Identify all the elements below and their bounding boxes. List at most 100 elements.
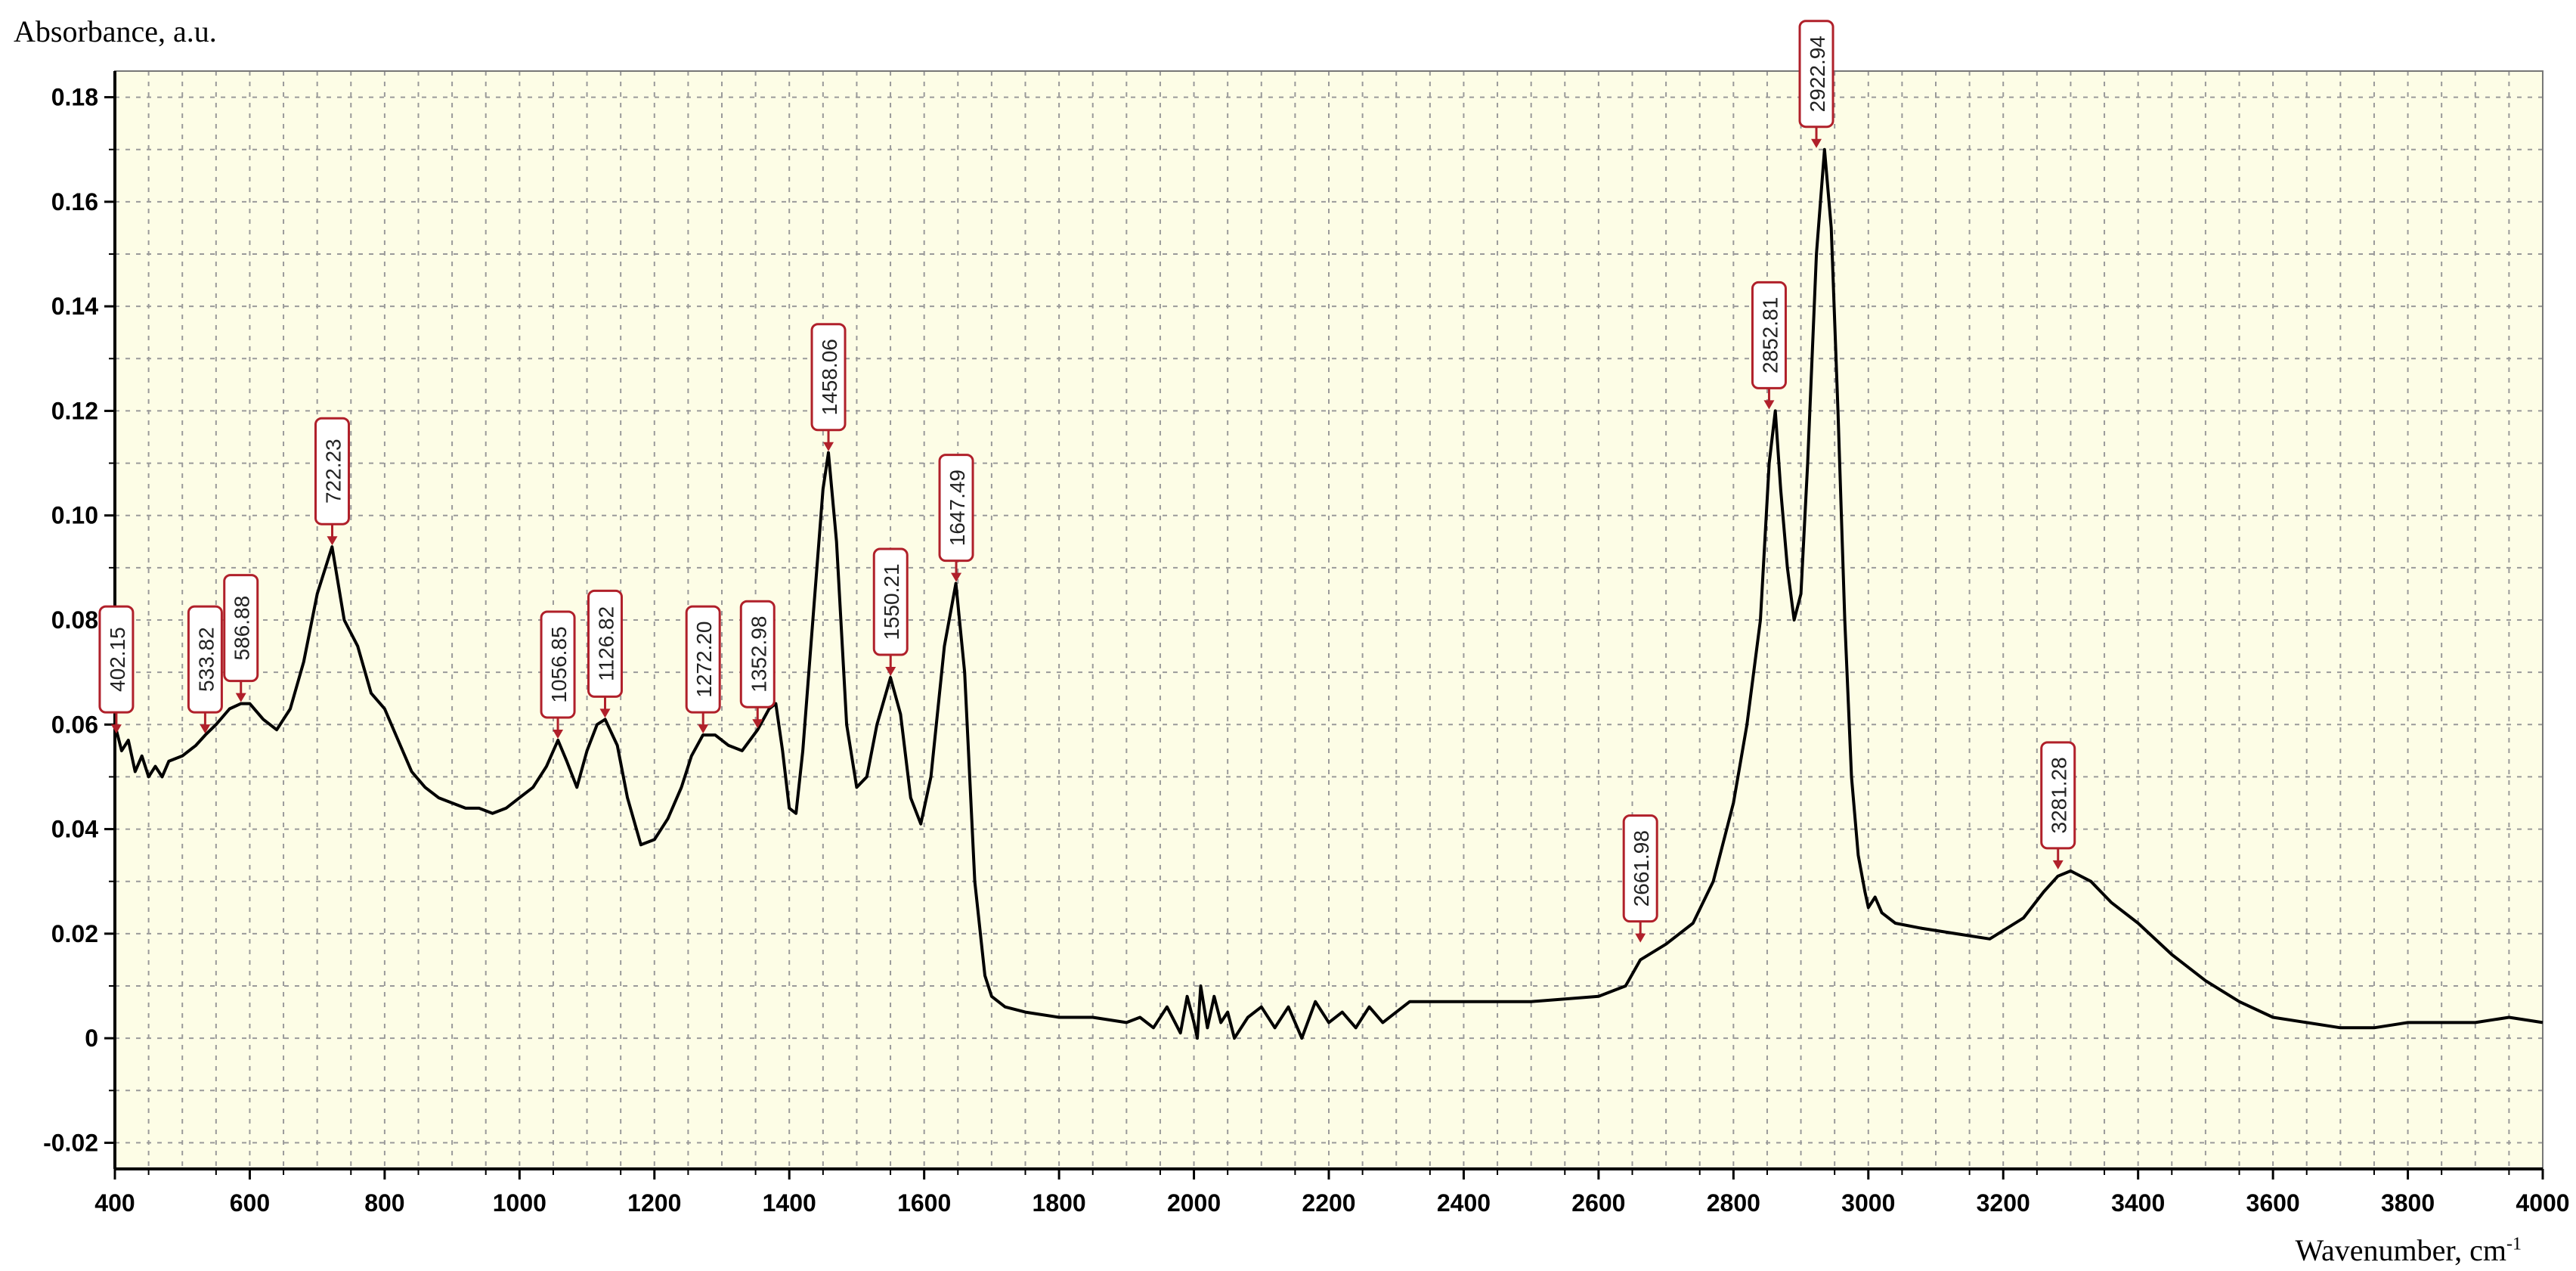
peak-marker: 533.82: [187, 605, 223, 734]
x-tick-label: 1600: [897, 1189, 951, 1217]
peak-label: 1458.06: [818, 339, 841, 415]
peak-annotations: 402.15 533.82 586.88 722.23 1056.85 1126.82 12…: [98, 20, 2076, 943]
x-tick-label: 1400: [763, 1189, 816, 1217]
x-axis-label-superscript: -1: [2506, 1234, 2522, 1254]
peak-marker: 1056.85: [540, 610, 576, 739]
peak-label: 586.88: [231, 596, 254, 661]
x-tick-label: 600: [230, 1189, 270, 1217]
x-tick-label: 3800: [2381, 1189, 2435, 1217]
y-axis-label: Absorbance, a.u.: [14, 14, 217, 48]
peak-marker: 1458.06: [810, 323, 847, 451]
peak-label: 533.82: [194, 627, 218, 692]
peak-marker: 1352.98: [739, 600, 776, 729]
x-tick-label: 2200: [1302, 1189, 1355, 1217]
peak-marker: 1647.49: [938, 454, 974, 582]
peak-label: 2922.94: [1806, 36, 1829, 112]
peak-arrow: [235, 693, 246, 702]
peak-label: 722.23: [322, 439, 345, 504]
peak-label-box: [872, 547, 909, 656]
y-tick-label: 0.10: [51, 502, 98, 529]
x-tick-label: 2000: [1167, 1189, 1221, 1217]
peak-marker: 3281.28: [2040, 741, 2076, 870]
x-axis-label-text: Wavenumber, cm: [2295, 1233, 2506, 1267]
x-tick-label: 3400: [2111, 1189, 2165, 1217]
peak-marker: 402.15: [98, 605, 135, 734]
spectrum-line: [113, 147, 2543, 1040]
peak-marker: 1126.82: [587, 589, 623, 718]
y-tick-label: 0: [85, 1025, 98, 1052]
x-tick-label: 400: [94, 1189, 135, 1217]
peak-label-box: [810, 323, 847, 432]
peak-arrow: [823, 442, 834, 451]
peak-arrow: [2052, 860, 2064, 870]
x-tick-label: 800: [364, 1189, 404, 1217]
ticks: 400 600 800 1000 1200 1400 1600 1800 2000 2200 240…: [43, 84, 2570, 1217]
peak-label-box: [98, 605, 135, 714]
peak-marker: 1550.21: [872, 547, 909, 677]
x-tick-label: 1800: [1033, 1189, 1086, 1217]
series-group: [113, 147, 2543, 1040]
x-tick-label: 1000: [493, 1189, 546, 1217]
y-tick-label: 0.12: [51, 397, 98, 424]
y-tick-label: 0.02: [51, 920, 98, 947]
peak-arrow: [885, 667, 896, 677]
x-tick-label: 3000: [1841, 1189, 1895, 1217]
x-tick-label: 1200: [627, 1189, 681, 1217]
peak-arrow: [599, 708, 611, 718]
peak-label-box: [739, 600, 776, 708]
peak-label: 1550.21: [880, 563, 903, 640]
peak-label-box: [685, 605, 721, 714]
peak-label-box: [587, 589, 623, 698]
y-tick-label: 0.08: [51, 606, 98, 634]
peak-marker: 2922.94: [1798, 20, 1834, 148]
peak-arrow: [1635, 933, 1646, 943]
peak-label: 1272.20: [692, 622, 716, 698]
peak-arrow: [951, 572, 962, 582]
x-tick-label: 2400: [1437, 1189, 1491, 1217]
peak-label: 402.15: [106, 627, 129, 692]
peak-marker: 1272.20: [685, 605, 721, 734]
peak-arrow: [1763, 400, 1775, 410]
grid: [115, 71, 2543, 1169]
peak-label-box: [938, 454, 974, 563]
x-tick-label: 2600: [1571, 1189, 1625, 1217]
peak-arrow: [327, 536, 338, 546]
peak-label: 2852.81: [1758, 297, 1782, 374]
peak-marker: 722.23: [314, 417, 351, 546]
peak-label: 1352.98: [747, 616, 770, 693]
y-tick-label: -0.02: [43, 1129, 98, 1156]
y-tick-label: 0.14: [51, 293, 98, 320]
peak-label: 3281.28: [2048, 757, 2071, 833]
peak-label: 1126.82: [594, 606, 618, 681]
peak-label-box: [2040, 741, 2076, 850]
peak-marker: 2661.98: [1622, 814, 1658, 943]
peak-arrow: [1811, 138, 1822, 148]
peak-label-box: [314, 417, 351, 525]
y-tick-label: 0.16: [51, 188, 98, 215]
peak-arrow: [752, 719, 763, 729]
x-tick-label: 2800: [1707, 1189, 1760, 1217]
peak-label: 1056.85: [547, 626, 571, 702]
y-tick-label: 0.04: [51, 816, 98, 843]
peak-arrow: [553, 730, 564, 739]
x-tick-label: 3200: [1977, 1189, 2030, 1217]
peak-marker: 586.88: [223, 574, 259, 702]
peak-label-box: [1622, 814, 1658, 923]
y-tick-label: 0.18: [51, 84, 98, 111]
peak-label-box: [187, 605, 223, 714]
peak-arrow: [200, 724, 211, 734]
peak-label-box: [1798, 20, 1834, 129]
peak-arrow: [110, 724, 122, 734]
x-tick-label: 3600: [2246, 1189, 2300, 1217]
peak-label: 1647.49: [946, 470, 969, 546]
x-axis-label: Wavenumber, cm-1: [2295, 1232, 2522, 1268]
peak-label: 2661.98: [1630, 830, 1653, 907]
x-tick-label: 4000: [2516, 1189, 2569, 1217]
peak-label-box: [1751, 281, 1787, 389]
peak-marker: 2852.81: [1751, 281, 1787, 410]
peak-label-box: [223, 574, 259, 683]
y-tick-label: 0.06: [51, 711, 98, 738]
peak-label-box: [540, 610, 576, 719]
